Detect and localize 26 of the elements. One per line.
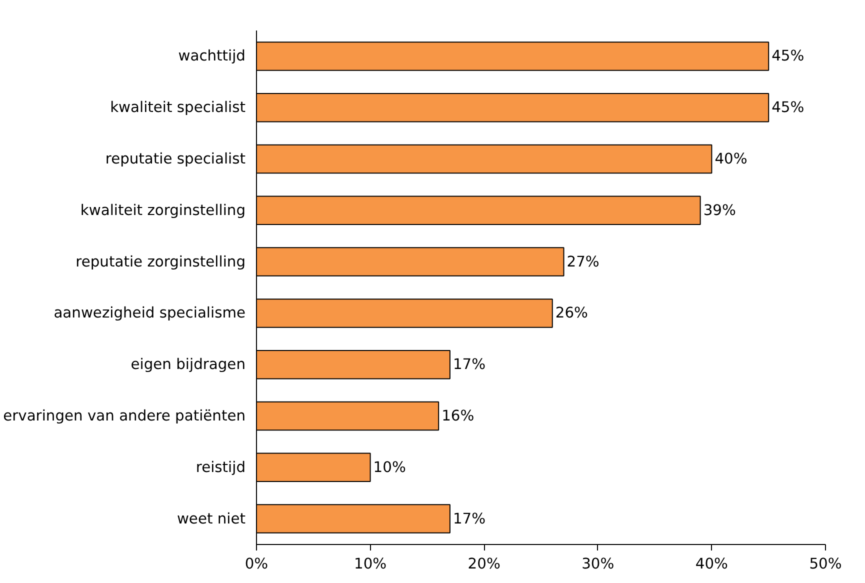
y-tick-label: aanwezigheid specialisme [54, 304, 246, 322]
data-label: 45% [772, 48, 804, 65]
y-tick-label: weet niet [176, 510, 246, 528]
y-tick-label: reistijd [196, 458, 246, 476]
y-tick-label: wachttijd [178, 48, 246, 65]
data-label: 10% [373, 458, 406, 476]
data-label: 45% [772, 99, 804, 116]
data-label: 17% [452, 356, 486, 374]
data-label: 40% [714, 150, 748, 168]
y-tick-label: reputatie zorginstelling [76, 253, 246, 270]
x-tick-label: 20% [468, 556, 500, 572]
y-tick-label: kwaliteit specialist [110, 99, 246, 116]
y-tick-label: eigen bijdragen [130, 356, 246, 374]
data-label: 39% [703, 202, 736, 219]
data-label: 17% [452, 510, 486, 528]
y-tick-label: kwaliteit zorginstelling [80, 202, 246, 219]
x-tick-label: 50% [809, 556, 842, 572]
x-tick-label: 40% [695, 556, 728, 572]
x-tick-label: 10% [354, 556, 387, 572]
data-label: 27% [566, 253, 600, 270]
y-tick-label: ervaringen van andere patiënten [3, 408, 246, 424]
data-label: 26% [555, 304, 588, 322]
x-tick-label: 30% [582, 556, 614, 572]
data-label: 16% [442, 408, 474, 424]
y-tick-label: reputatie specialist [105, 150, 246, 168]
x-tick-label: 0% [244, 556, 268, 572]
